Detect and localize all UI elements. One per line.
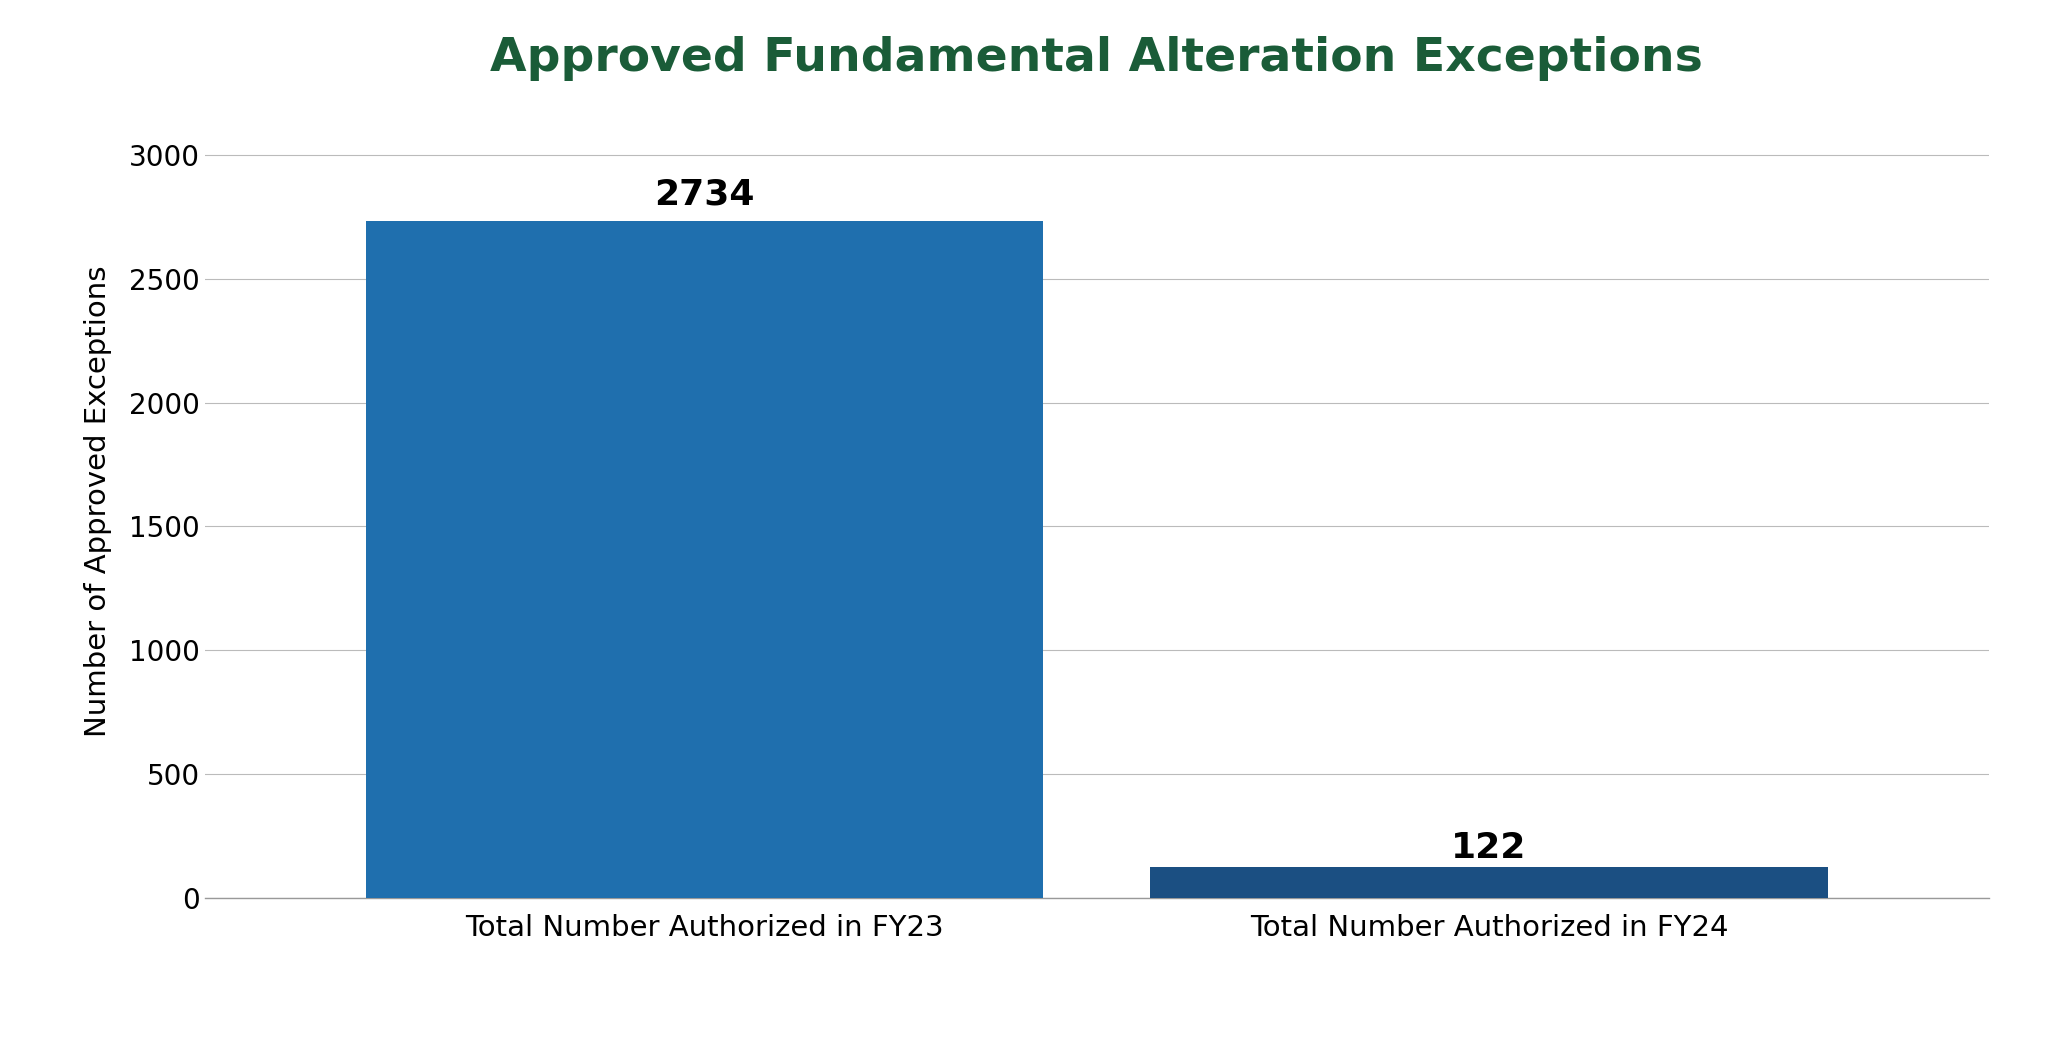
Y-axis label: Number of Approved Exceptions: Number of Approved Exceptions xyxy=(84,266,113,737)
Text: 122: 122 xyxy=(1451,831,1527,865)
Title: Approved Fundamental Alteration Exceptions: Approved Fundamental Alteration Exceptio… xyxy=(490,36,1704,81)
Text: 2734: 2734 xyxy=(654,177,754,211)
Bar xyxy=(1150,867,1829,898)
Bar xyxy=(365,221,1043,898)
